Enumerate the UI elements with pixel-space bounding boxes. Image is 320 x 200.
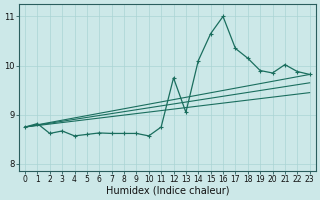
X-axis label: Humidex (Indice chaleur): Humidex (Indice chaleur) — [106, 186, 229, 196]
